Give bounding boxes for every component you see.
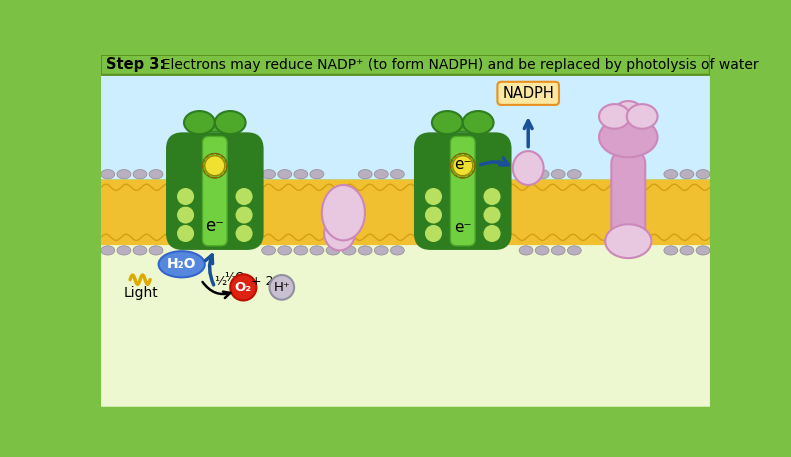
Text: e⁻: e⁻ (454, 157, 471, 172)
Ellipse shape (101, 246, 115, 255)
Text: Light: Light (123, 286, 158, 300)
Ellipse shape (101, 170, 115, 179)
Circle shape (230, 274, 256, 300)
Ellipse shape (215, 111, 246, 134)
Circle shape (483, 224, 501, 243)
Ellipse shape (551, 170, 565, 179)
Ellipse shape (358, 170, 372, 179)
Ellipse shape (149, 246, 163, 255)
Ellipse shape (519, 246, 533, 255)
Ellipse shape (391, 170, 404, 179)
Text: Step 3:: Step 3: (106, 57, 165, 72)
Text: ½: ½ (214, 276, 226, 288)
Circle shape (235, 206, 253, 224)
FancyBboxPatch shape (415, 133, 510, 249)
Ellipse shape (133, 246, 147, 255)
FancyBboxPatch shape (101, 180, 710, 245)
Ellipse shape (358, 246, 372, 255)
Ellipse shape (432, 111, 463, 134)
FancyBboxPatch shape (167, 133, 263, 249)
Ellipse shape (184, 111, 215, 134)
Ellipse shape (463, 111, 494, 134)
Circle shape (452, 156, 473, 176)
Ellipse shape (680, 170, 694, 179)
Ellipse shape (262, 246, 275, 255)
Ellipse shape (696, 170, 710, 179)
Ellipse shape (664, 170, 678, 179)
Ellipse shape (680, 246, 694, 255)
Ellipse shape (567, 246, 581, 255)
Ellipse shape (159, 251, 205, 277)
FancyBboxPatch shape (611, 153, 645, 249)
FancyBboxPatch shape (101, 55, 710, 75)
Ellipse shape (149, 170, 163, 179)
Ellipse shape (391, 246, 404, 255)
Circle shape (424, 224, 443, 243)
Circle shape (483, 206, 501, 224)
Ellipse shape (294, 246, 308, 255)
Ellipse shape (343, 246, 356, 255)
Ellipse shape (374, 170, 388, 179)
Ellipse shape (696, 246, 710, 255)
FancyBboxPatch shape (450, 137, 475, 246)
Ellipse shape (599, 117, 657, 157)
Circle shape (205, 156, 225, 176)
Ellipse shape (324, 217, 355, 250)
Text: NADPH: NADPH (502, 86, 554, 101)
FancyBboxPatch shape (202, 137, 227, 246)
Ellipse shape (326, 246, 340, 255)
Circle shape (270, 275, 294, 300)
Circle shape (235, 224, 253, 243)
Text: H⁺: H⁺ (274, 281, 290, 294)
Ellipse shape (117, 246, 131, 255)
Ellipse shape (294, 170, 308, 179)
Ellipse shape (536, 170, 549, 179)
Ellipse shape (310, 170, 324, 179)
Ellipse shape (664, 246, 678, 255)
FancyBboxPatch shape (498, 82, 559, 105)
Ellipse shape (262, 170, 275, 179)
Text: e⁻: e⁻ (206, 217, 225, 235)
Circle shape (176, 206, 195, 224)
Ellipse shape (513, 151, 543, 185)
Text: O₂: O₂ (235, 281, 252, 294)
Circle shape (424, 187, 443, 206)
Text: e⁻: e⁻ (454, 220, 471, 235)
Text: H₂O: H₂O (167, 257, 196, 271)
FancyBboxPatch shape (448, 121, 478, 132)
Ellipse shape (117, 170, 131, 179)
Ellipse shape (599, 104, 630, 129)
Ellipse shape (322, 185, 365, 240)
Ellipse shape (605, 224, 652, 258)
Ellipse shape (310, 246, 324, 255)
Ellipse shape (567, 170, 581, 179)
Ellipse shape (626, 104, 657, 129)
FancyBboxPatch shape (199, 121, 230, 132)
Circle shape (176, 224, 195, 243)
Circle shape (176, 187, 195, 206)
Circle shape (424, 206, 443, 224)
FancyBboxPatch shape (101, 75, 710, 180)
Circle shape (235, 187, 253, 206)
Ellipse shape (551, 246, 565, 255)
Text: Electrons may reduce NADP⁺ (to form NADPH) and be replaced by photolysis of wate: Electrons may reduce NADP⁺ (to form NADP… (153, 58, 759, 72)
Text: + 2: + 2 (252, 276, 274, 288)
Ellipse shape (519, 170, 533, 179)
Ellipse shape (536, 246, 549, 255)
Ellipse shape (278, 246, 292, 255)
Ellipse shape (133, 170, 147, 179)
Text: ½O₂: ½O₂ (224, 271, 249, 284)
Circle shape (483, 187, 501, 206)
Ellipse shape (278, 170, 292, 179)
Ellipse shape (615, 101, 642, 122)
Ellipse shape (374, 246, 388, 255)
FancyBboxPatch shape (101, 245, 710, 407)
